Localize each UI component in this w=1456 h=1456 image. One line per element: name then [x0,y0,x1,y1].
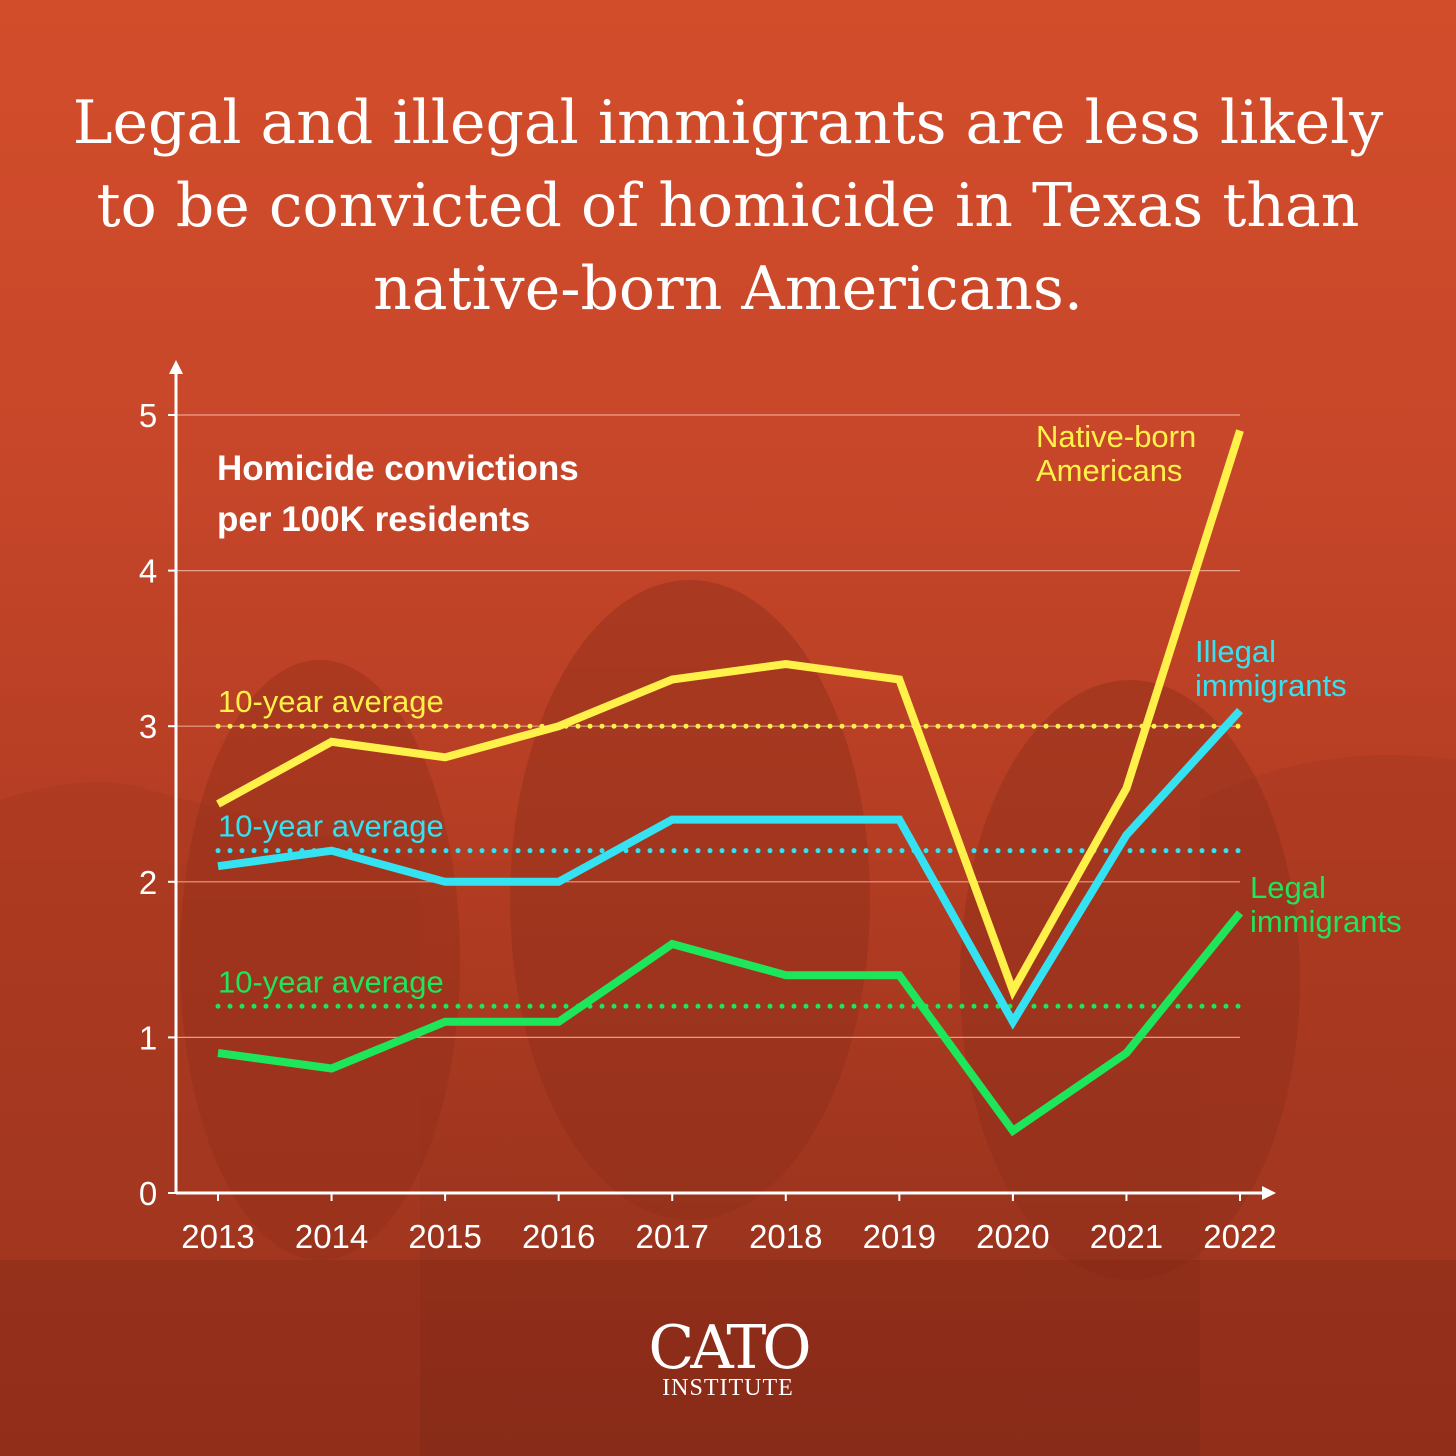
x-axis-arrow [1262,1186,1276,1200]
x-tick-label: 2013 [181,1218,254,1255]
logo-subtitle: INSTITUTE [662,1375,794,1401]
x-tick-label: 2020 [976,1218,1049,1255]
native-average-label: 10-year average [218,684,444,719]
y-axis-arrow [169,360,183,374]
x-tick-label: 2017 [636,1218,709,1255]
native-series-label: Native-born Americans [1036,419,1196,488]
x-tick-label: 2016 [522,1218,595,1255]
legal-series-label-line: Legal [1250,870,1326,905]
legal-series-label-line: immigrants [1250,904,1402,939]
tick-labels: 0 1 2 3 4 5 2013 2014 2015 2016 2017 2018 2019 2020 20… [139,397,1277,1255]
average-lines [215,723,1243,1009]
x-tick-label: 2021 [1090,1218,1163,1255]
y-tick-label: 5 [139,397,157,434]
chart-labels: Homicide convictions per 100K residents … [217,419,1402,999]
y-tick-label: 0 [139,1175,157,1212]
series-lines [216,429,1244,1137]
logo-wordmark: CATO [648,1313,811,1383]
x-tick-label: 2018 [749,1218,822,1255]
illegal-series-line [217,707,1243,1030]
x-tick-label: 2015 [408,1218,481,1255]
metric-label-line-1: Homicide convictions [217,449,579,488]
x-tick-label: 2019 [863,1218,936,1255]
x-tick-label: 2014 [295,1218,368,1255]
illegal-series-label: Illegal immigrants [1195,634,1347,703]
y-tick-label: 2 [139,864,157,901]
y-tick-label: 3 [139,708,157,745]
x-tick-label: 2022 [1203,1218,1276,1255]
legal-series-line [217,910,1244,1137]
native-series-label-line: Native-born [1036,419,1196,454]
native-series-line [216,429,1244,1001]
axes [169,360,1276,1200]
illegal-average-label: 10-year average [218,809,444,844]
illegal-series-label-line: immigrants [1195,668,1347,703]
metric-label-line-2: per 100K residents [217,500,530,539]
native-series-label-line: Americans [1036,453,1182,488]
headline: Legal and illegal immigrants are less li… [72,88,1384,324]
illegal-series-label-line: Illegal [1195,634,1276,669]
cato-institute-logo: CATO INSTITUTE [628,1318,828,1400]
legal-series-label: Legal immigrants [1250,870,1402,939]
legal-average-label: 10-year average [218,964,444,999]
y-tick-label: 1 [139,1019,157,1056]
y-tick-label: 4 [139,553,157,590]
metric-label: Homicide convictions per 100K residents [217,449,588,539]
